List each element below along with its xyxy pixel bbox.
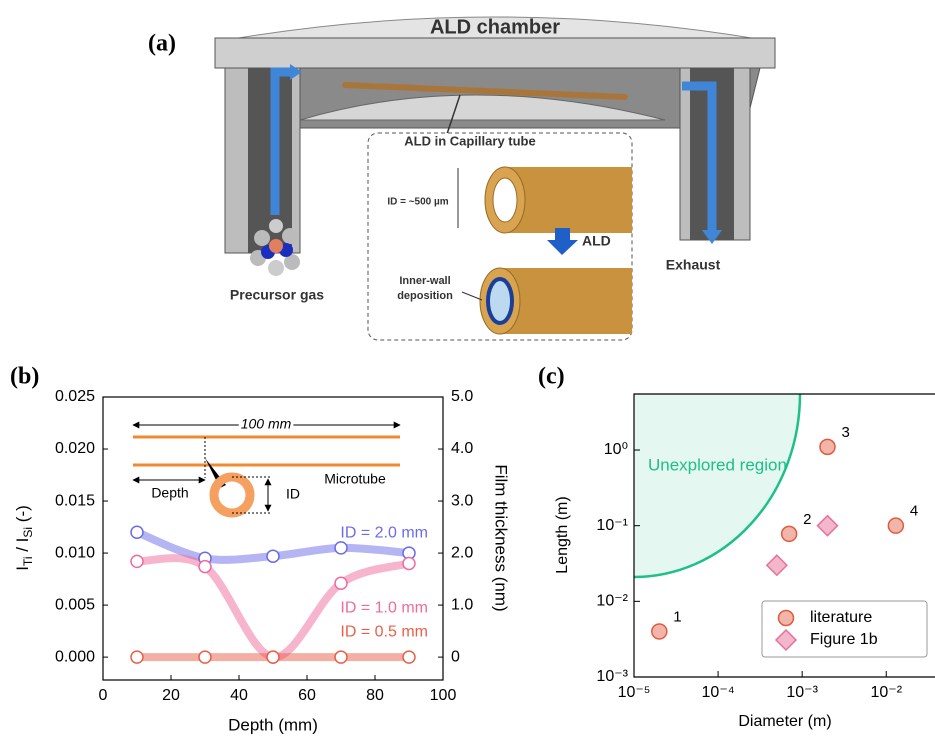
legend-marker <box>779 611 794 626</box>
legend: literature Figure 1b <box>762 601 927 657</box>
y-axis-label: ITi / ISi (-) <box>13 505 35 571</box>
data-point <box>199 561 211 573</box>
annotation: ID <box>286 486 300 502</box>
data-point <box>888 518 903 533</box>
y-axis-label: Length (m) <box>554 496 571 573</box>
panel-label: (b) <box>10 364 39 390</box>
data-point <box>820 439 835 454</box>
data-point <box>199 651 211 663</box>
figure: (a) (b) (c) ALD chamber ALD in Capillary… <box>0 0 935 740</box>
data-point <box>817 516 837 536</box>
data-point <box>652 624 667 639</box>
annotation: 100 mm <box>241 416 292 432</box>
x-tick-label: 10⁻⁵ <box>618 684 651 701</box>
x-tick-label: 0 <box>99 687 108 704</box>
panel-label: (c) <box>538 364 565 390</box>
x-tick-label: 20 <box>162 687 180 704</box>
chart-c: Unexplored region 1 2 3 4 10⁻⁵ 10⁻⁴ 10⁻³ 10⁻² 10⁻… <box>554 394 935 730</box>
y-tick-label: 0.025 <box>55 388 95 405</box>
x-tick-label: 40 <box>230 687 248 704</box>
chart-b: 100 mm Depth Microtube ID ID = 2.0 mm ID = 1.… <box>13 388 510 734</box>
region-label: Unexplored region <box>648 455 787 474</box>
data-point <box>782 526 797 541</box>
data-point <box>131 555 143 567</box>
tube-section <box>214 477 250 513</box>
annotation: Depth <box>151 485 188 501</box>
y-tick-label: 10⁻² <box>596 593 628 610</box>
inlet-label: Precursor gas <box>230 287 324 303</box>
outlet-label: Exhaust <box>666 257 721 273</box>
point-label: 3 <box>841 424 849 441</box>
y-label-text: (-) <box>13 505 32 527</box>
data-point <box>767 555 787 575</box>
y2-axis-label: Film thickness (nm) <box>492 464 511 611</box>
y-tick-label: 0.010 <box>55 544 95 561</box>
legend-label: literature <box>810 609 872 626</box>
y2-tick-label: 1.0 <box>451 596 473 613</box>
tube-coating <box>488 279 512 323</box>
data-point <box>131 651 143 663</box>
y-tick-label: 0.000 <box>55 648 95 665</box>
y-tick-label: 10⁻³ <box>596 668 628 685</box>
y2-tick-label: 5.0 <box>451 388 473 405</box>
page: (a) (b) (c) ALD chamber ALD in Capillary… <box>0 0 935 740</box>
y2-tick-label: 4.0 <box>451 440 473 457</box>
tube-bore <box>493 178 517 222</box>
point-label: 4 <box>910 503 918 520</box>
series-label: ID = 2.0 mm <box>340 524 428 541</box>
legend-label: Figure 1b <box>810 631 878 648</box>
y-tick-label: 0.015 <box>55 492 95 509</box>
deposition-label: deposition <box>397 290 453 302</box>
inset-title: ALD in Capillary tube <box>404 133 535 148</box>
x-tick-label: 100 <box>430 687 457 704</box>
data-point <box>403 557 415 569</box>
series-label: ID = 1.0 mm <box>340 600 428 617</box>
y2-tick-label: 2.0 <box>451 544 473 561</box>
id-label: ID = ~500 µm <box>387 197 448 208</box>
y-label-text: / I <box>13 538 32 557</box>
y-tick-label: 10⁰ <box>604 441 628 458</box>
x-tick-label: 60 <box>298 687 316 704</box>
y-tick-label: 0.020 <box>55 440 95 457</box>
y-tick-label: 10⁻¹ <box>596 517 628 534</box>
point-label: 1 <box>673 608 681 625</box>
x-tick-label: 10⁻⁴ <box>702 684 735 701</box>
data-point <box>335 651 347 663</box>
annotation: Microtube <box>324 471 386 487</box>
y-label-subscript: Ti <box>21 557 35 567</box>
y2-tick-label: 3.0 <box>451 492 473 509</box>
y-tick-label: 0.005 <box>55 596 95 613</box>
point-label: 2 <box>803 511 811 528</box>
step-label: ALD <box>582 233 611 249</box>
chamber-lid <box>215 38 775 68</box>
data-point <box>131 526 143 538</box>
x-tick-label: 10⁻² <box>870 684 902 701</box>
data-point <box>267 651 279 663</box>
y-label-subscript: Si <box>21 527 35 538</box>
data-point <box>267 550 279 562</box>
diagram-title: ALD chamber <box>430 16 560 38</box>
data-point <box>335 577 347 589</box>
x-axis-label: Diameter (m) <box>738 713 831 730</box>
panel-label: (a) <box>148 31 176 57</box>
data-point <box>403 651 415 663</box>
inset-schematic: 100 mm Depth Microtube ID <box>133 416 400 513</box>
y2-tick-label: 0 <box>451 648 460 665</box>
x-axis-label: Depth (mm) <box>228 715 318 734</box>
x-tick-label: 10⁻³ <box>786 684 818 701</box>
series-label: ID = 0.5 mm <box>340 623 428 640</box>
x-tick-label: 80 <box>366 687 384 704</box>
data-point <box>335 542 347 554</box>
deposition-label: Inner-wall <box>399 275 450 287</box>
unexplored-region <box>634 394 800 577</box>
